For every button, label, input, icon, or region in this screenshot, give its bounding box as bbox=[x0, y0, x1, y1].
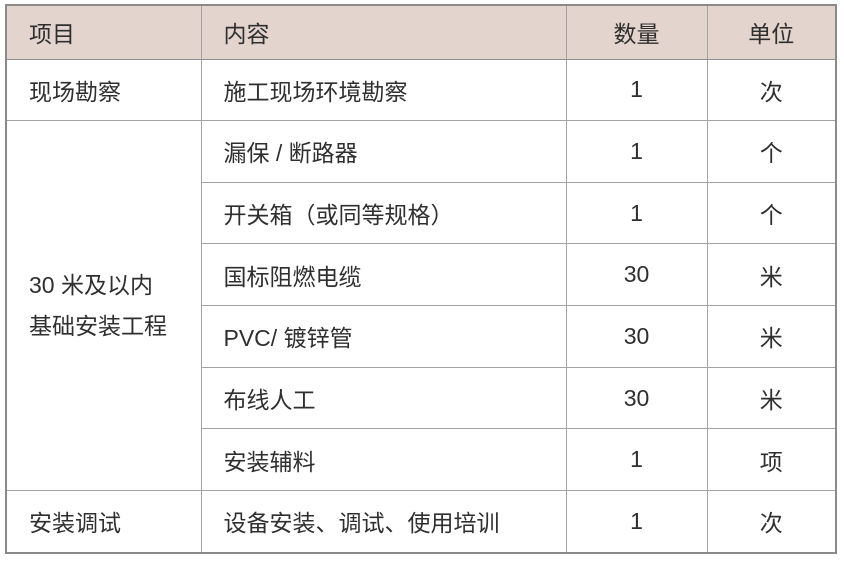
table-row: 布线人工 30 米 bbox=[6, 366, 837, 430]
header-qty: 数量 bbox=[565, 4, 708, 60]
cell-content: 设备安装、调试、使用培训 bbox=[200, 489, 567, 554]
cell-unit: 次 bbox=[706, 489, 837, 554]
table-row: 安装辅料 1 项 bbox=[6, 428, 837, 491]
cell-unit: 个 bbox=[706, 120, 837, 183]
cell-content: 漏保 / 断路器 bbox=[200, 120, 567, 183]
cell-qty: 1 bbox=[565, 120, 708, 183]
table-row: 安装调试 设备安装、调试、使用培训 1 次 bbox=[5, 489, 837, 554]
header-item: 项目 bbox=[5, 4, 202, 60]
cell-qty: 30 bbox=[565, 243, 708, 307]
cell-qty: 30 bbox=[565, 366, 708, 430]
cell-content: 布线人工 bbox=[200, 366, 567, 430]
cell-qty: 1 bbox=[565, 428, 708, 491]
cell-qty: 30 bbox=[565, 305, 708, 368]
table-row: 开关箱（或同等规格） 1 个 bbox=[6, 181, 837, 245]
header-content: 内容 bbox=[200, 4, 567, 60]
cell-item: 安装调试 bbox=[5, 489, 202, 554]
cell-item-merged: 30 米及以内 基础安装工程 bbox=[5, 120, 202, 491]
cell-unit: 米 bbox=[706, 366, 837, 430]
header-row: 项目 内容 数量 单位 bbox=[5, 4, 837, 60]
table-row: 现场勘察 施工现场环境勘察 1 次 bbox=[5, 58, 837, 122]
cell-unit: 米 bbox=[706, 243, 837, 307]
cell-content: PVC/ 镀锌管 bbox=[200, 305, 567, 368]
cell-content: 开关箱（或同等规格） bbox=[200, 181, 567, 245]
table-row: 30 米及以内 基础安装工程 漏保 / 断路器 1 个 bbox=[5, 120, 837, 491]
table-row: 国标阻燃电缆 30 米 bbox=[6, 243, 837, 307]
service-items-table: 项目 内容 数量 单位 现场勘察 施工现场环境勘察 1 次 30 米及以内 基础… bbox=[5, 4, 837, 554]
header-unit: 单位 bbox=[706, 4, 837, 60]
cell-qty: 1 bbox=[565, 489, 708, 554]
cell-qty: 1 bbox=[565, 181, 708, 245]
cell-unit: 米 bbox=[706, 305, 837, 368]
cell-unit: 项 bbox=[706, 428, 837, 491]
cell-item: 现场勘察 bbox=[5, 58, 202, 122]
cell-qty: 1 bbox=[565, 58, 708, 122]
cell-unit: 个 bbox=[706, 181, 837, 245]
cell-content: 国标阻燃电缆 bbox=[200, 243, 567, 307]
cell-content: 施工现场环境勘察 bbox=[200, 58, 567, 122]
cell-content: 安装辅料 bbox=[200, 428, 567, 491]
cell-unit: 次 bbox=[706, 58, 837, 122]
